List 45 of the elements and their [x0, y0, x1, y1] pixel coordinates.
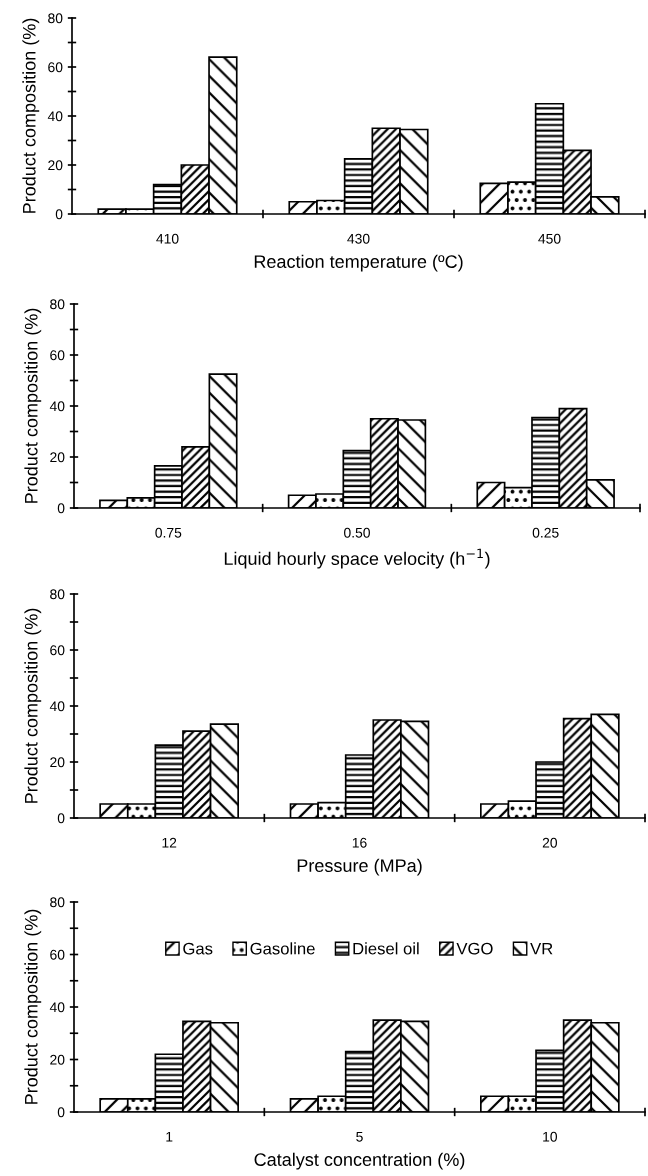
x-tick-label: 0.50 — [344, 527, 370, 538]
y-tick-label: 60 — [50, 350, 65, 361]
y-tick-label: 40 — [49, 701, 65, 712]
y-tick-label: 80 — [50, 299, 65, 310]
y-tick-label: 0 — [57, 503, 65, 514]
x-tick-label: 5 — [356, 1131, 363, 1142]
legend-label: VR — [530, 942, 553, 955]
x-axis-title: Pressure (MPa) — [297, 858, 422, 876]
legend-label: Diesel oil — [353, 942, 419, 955]
legend-label: Gas — [183, 942, 213, 955]
x-tick-label: 20 — [542, 837, 558, 848]
legend-label: Gasoline — [250, 942, 315, 955]
x-axis-title: Liquid hourly space velocity (h$^{−1}$) — [224, 548, 490, 569]
y-tick-label: 80 — [48, 13, 63, 24]
x-tick-label: 10 — [543, 1131, 558, 1142]
y-tick-label: 20 — [48, 160, 63, 171]
y-tick-label: 0 — [55, 209, 63, 220]
y-tick-label: 20 — [50, 757, 65, 768]
x-tick-label: 16 — [352, 837, 367, 848]
x-tick-label: 0.75 — [155, 527, 182, 538]
y-axis-title: Product composition (%) — [22, 18, 40, 213]
x-tick-label: 12 — [162, 837, 177, 848]
y-axis-title: Product composition (%) — [24, 308, 42, 503]
legend-label: VGO — [456, 942, 493, 955]
y-tick-label: 0 — [57, 1107, 65, 1118]
y-tick-label: 0 — [57, 813, 65, 824]
y-tick-label: 20 — [50, 1054, 65, 1065]
x-axis-title: Catalyst concentration (%) — [254, 1152, 465, 1170]
y-tick-label: 40 — [47, 111, 63, 122]
x-axis-title: Reaction temperature (ºC) — [254, 254, 463, 272]
y-tick-label: 80 — [50, 589, 65, 600]
y-axis-title: Product composition (%) — [24, 909, 42, 1104]
y-tick-label: 40 — [49, 1002, 65, 1013]
x-tick-label: 1 — [166, 1131, 173, 1142]
x-tick-label: 450 — [538, 233, 561, 244]
y-axis-title: Product composition (%) — [24, 608, 42, 803]
y-tick-label: 60 — [50, 949, 65, 960]
y-tick-label: 60 — [50, 645, 65, 656]
x-tick-label: 410 — [156, 233, 179, 244]
y-tick-label: 40 — [49, 401, 65, 412]
x-tick-label: 0.25 — [532, 527, 559, 538]
x-tick-label: 430 — [347, 233, 370, 244]
y-tick-label: 60 — [48, 62, 63, 73]
y-tick-label: 80 — [50, 897, 65, 908]
y-tick-label: 20 — [50, 452, 65, 463]
